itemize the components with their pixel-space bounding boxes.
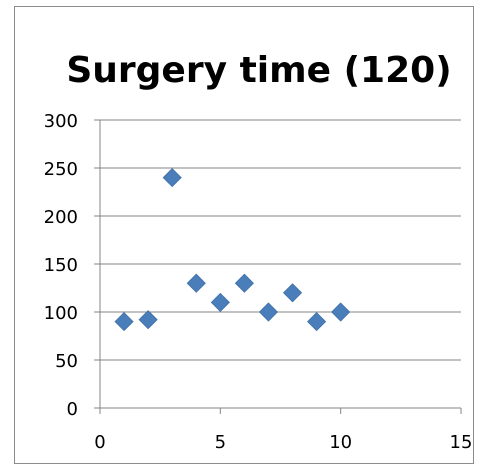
y-tick-label: 50	[55, 351, 78, 372]
axes	[94, 119, 462, 414]
x-tick-label: 5	[215, 432, 226, 453]
data-point	[331, 302, 351, 322]
data-point	[162, 168, 182, 188]
y-tick-label: 200	[44, 207, 78, 228]
data-point	[234, 273, 254, 293]
y-tick-label: 100	[44, 303, 78, 324]
chart-area	[14, 6, 474, 464]
y-tick-label: 300	[44, 111, 78, 132]
y-tick-label: 250	[44, 159, 78, 180]
data-point	[186, 273, 206, 293]
y-tick-label: 0	[67, 399, 78, 420]
x-tick-label: 0	[94, 432, 105, 453]
data-point	[282, 283, 303, 303]
data-point	[307, 312, 327, 332]
data-point	[114, 312, 134, 332]
chart-title: Surgery time (120)	[66, 50, 451, 91]
x-tick-label: 10	[329, 432, 352, 453]
y-tick-label: 150	[44, 255, 78, 276]
data-points	[114, 168, 351, 332]
data-point	[138, 310, 158, 330]
data-point	[258, 302, 279, 322]
x-tick-label: 15	[450, 432, 473, 453]
gridlines	[100, 119, 461, 361]
tick-labels: 0 50 100 150 200 250 300 0 5 10 15	[44, 111, 473, 453]
data-point	[210, 292, 230, 312]
